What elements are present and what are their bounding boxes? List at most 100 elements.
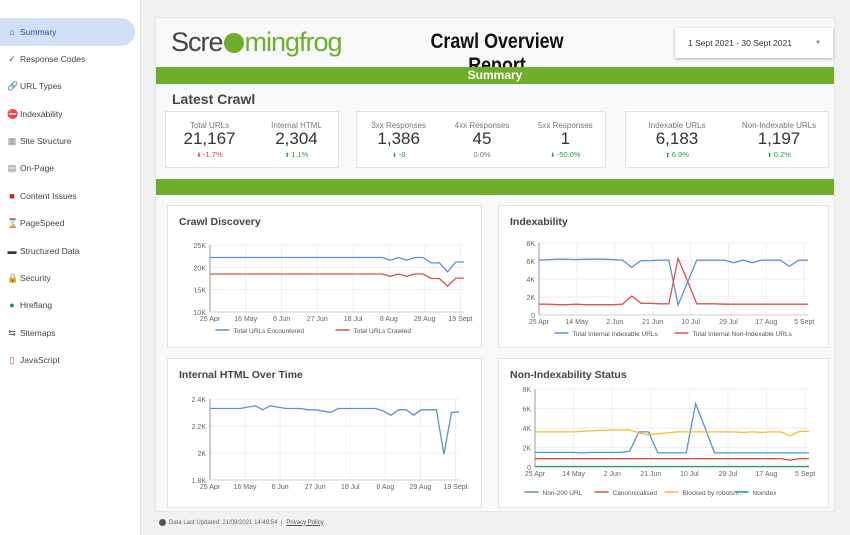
legend-label: Non-200 URL: [543, 490, 583, 497]
y-tick-label: 0: [531, 313, 535, 320]
sidebar-item-structured-data[interactable]: ▬ Structured Data: [0, 237, 135, 265]
scorecard-label: Non-Indexable URLs: [741, 121, 817, 130]
globe-icon: ●: [9, 300, 15, 310]
legend-label: Total Internal Non-Indexable URLs: [693, 331, 793, 338]
sidebar-item-on-page[interactable]: ▤ On-Page: [0, 154, 135, 182]
sidebar-item-pagespeed[interactable]: ⌛ PageSpeed: [0, 209, 135, 237]
x-tick-label: 2 Jun: [606, 319, 623, 326]
scorecard-value: 6,183: [655, 129, 699, 148]
y-tick-label: 6K: [526, 259, 535, 266]
series-line-total-urls-crawled: [210, 273, 464, 287]
scorecard-delta: ⬆ 1.1%: [284, 150, 309, 159]
scorecard-value: 1: [560, 129, 571, 148]
y-tick-label: 4K: [526, 277, 535, 284]
no-entry-icon: ⛔: [7, 109, 19, 119]
sidebar-item-content-issues[interactable]: ■ Content Issues: [0, 182, 135, 210]
scorecard-delta: ⬆ 6.9%: [665, 150, 689, 159]
legend-label: Total URLs Encountered: [234, 328, 305, 335]
legend-label: Total URLs Crawled: [354, 328, 412, 335]
y-tick-label: 2.2K: [192, 424, 207, 431]
info-icon: [159, 519, 166, 526]
scorecard: Non-Indexable URLs 1,197 ⬆ 0.2%: [734, 112, 824, 159]
x-tick-label: 25 Apr: [529, 319, 550, 326]
x-tick-label: 16 May: [234, 484, 257, 491]
sitemap-icon: ⇆: [8, 328, 16, 338]
book-icon: ■: [9, 191, 15, 201]
check-icon: ✓: [8, 54, 16, 64]
legend-label: Noindex: [753, 490, 778, 497]
latest-crawl-heading: Latest Crawl: [172, 91, 256, 107]
sidebar-item-label: Hreflang: [20, 300, 53, 310]
structure-icon: ▦: [7, 136, 17, 146]
y-tick-label: 25K: [194, 243, 207, 250]
sidebar-item-site-structure[interactable]: ▦ Site Structure: [0, 127, 135, 155]
x-tick-label: 25 Apr: [200, 484, 221, 491]
footer: Data Last Updated: 21/09/2021 14:49:54 P…: [159, 519, 324, 526]
series-line-blocked-by-robots-t-: [535, 429, 809, 437]
trend-arrow-icon: ⬆: [767, 153, 774, 159]
legend-label: Canonnicalised: [613, 490, 658, 497]
link-icon: 🔗: [7, 81, 19, 91]
sidebar-item-summary[interactable]: ⌂ Summary: [0, 18, 135, 46]
x-tick-label: 29 Jul: [719, 471, 738, 478]
scorecard-value: 45: [472, 129, 492, 148]
x-tick-label: 19 Sept: [443, 484, 467, 491]
scorecard-delta: ⬇ -1.7%: [196, 150, 223, 159]
scorecard-group: Indexable URLs 6,183 ⬆ 6.9% Non-Indexable U…: [625, 111, 829, 168]
x-tick-label: 14 May: [565, 319, 588, 326]
date-range-value: 1 Sept 2021 - 30 Sept 2021: [688, 38, 792, 48]
x-tick-label: 18 Jul: [341, 484, 360, 491]
x-tick-label: 25 Apr: [525, 471, 546, 478]
y-tick-label: 4K: [522, 426, 531, 433]
x-tick-label: 21 Jun: [640, 471, 661, 478]
x-tick-label: 8 Aug: [376, 484, 394, 491]
y-tick-label: 6K: [522, 407, 531, 414]
chart-title: Non-Indexability Status: [510, 369, 627, 381]
series-line-internal-html: [210, 405, 460, 455]
scorecard-delta: ⬇ -8: [391, 150, 406, 159]
sidebar-item-response-codes[interactable]: ✓ Response Codes: [0, 45, 135, 73]
laptop-icon: ▬: [7, 246, 17, 256]
sidebar-item-url-types[interactable]: 🔗 URL Types: [0, 72, 135, 100]
x-tick-label: 21 Jun: [642, 319, 663, 326]
screaming-frog-logo: Scre mingfrog: [171, 27, 343, 57]
chart-crawl-discovery: Crawl Discovery 10K 15K 20K 25K 25 Apr 16 May 6…: [167, 205, 482, 348]
y-tick-label: 2K: [197, 451, 206, 458]
y-tick-label: 8K: [526, 241, 535, 248]
legend-label: Total Internal Indexable URLs: [573, 331, 659, 338]
chart-title: Indexability: [510, 216, 568, 228]
scorecard: 4xx Responses 45 0.0%: [437, 112, 527, 159]
x-tick-label: 29 Jul: [719, 319, 738, 326]
section-divider-bar: [156, 179, 834, 195]
sidebar-item-label: On-Page: [20, 163, 55, 173]
chart-internal-html-over-time: Internal HTML Over Time 1.8K 2K 2.2K 2.4K 25 …: [167, 358, 482, 508]
legend-label: Blocked by robots.t...: [683, 490, 744, 497]
scorecard-value: 1,197: [757, 129, 801, 148]
chart-indexability: Indexability 0 2K 4K 6K 8K 25 Apr 14 May 2 Jun 21…: [498, 205, 829, 348]
scorecard-label: 4xx Responses: [454, 121, 510, 130]
sidebar-item-security[interactable]: 🔒 Security: [0, 264, 135, 292]
trend-arrow-icon: ⬇: [550, 153, 557, 159]
sidebar-item-hreflang[interactable]: ● Hreflang: [0, 291, 135, 319]
sidebar-item-label: Structured Data: [20, 246, 80, 256]
scorecard-label: 5xx Responses: [537, 121, 593, 130]
sidebar-item-label: Site Structure: [20, 136, 72, 146]
series-line-total-internal-non-indexable-urls: [539, 256, 808, 306]
date-range-picker[interactable]: 1 Sept 2021 - 30 Sept 2021 ▼: [675, 28, 833, 58]
x-tick-label: 17 Aug: [756, 471, 778, 478]
sidebar-item-javascript[interactable]: ▯ JavaScript: [0, 346, 135, 374]
x-tick-label: 5 Sept: [794, 319, 814, 326]
sidebar-item-label: Sitemaps: [20, 328, 56, 338]
sidebar-item-sitemaps[interactable]: ⇆ Sitemaps: [0, 319, 135, 347]
x-tick-label: 10 Jul: [681, 319, 700, 326]
scorecard: Indexable URLs 6,183 ⬆ 6.9%: [632, 112, 722, 159]
x-tick-label: 14 May: [562, 471, 585, 478]
privacy-policy-link[interactable]: Privacy Policy: [281, 519, 324, 526]
sidebar-item-indexability[interactable]: ⛔ Indexability: [0, 100, 135, 128]
y-tick-label: 10K: [194, 310, 207, 317]
chart-title: Internal HTML Over Time: [179, 369, 303, 381]
series-line-canonnicalised: [535, 458, 809, 461]
x-tick-label: 8 Aug: [380, 316, 398, 323]
sidebar-item-label: Summary: [20, 27, 57, 37]
series-line-total-urls-encountered: [210, 256, 464, 273]
